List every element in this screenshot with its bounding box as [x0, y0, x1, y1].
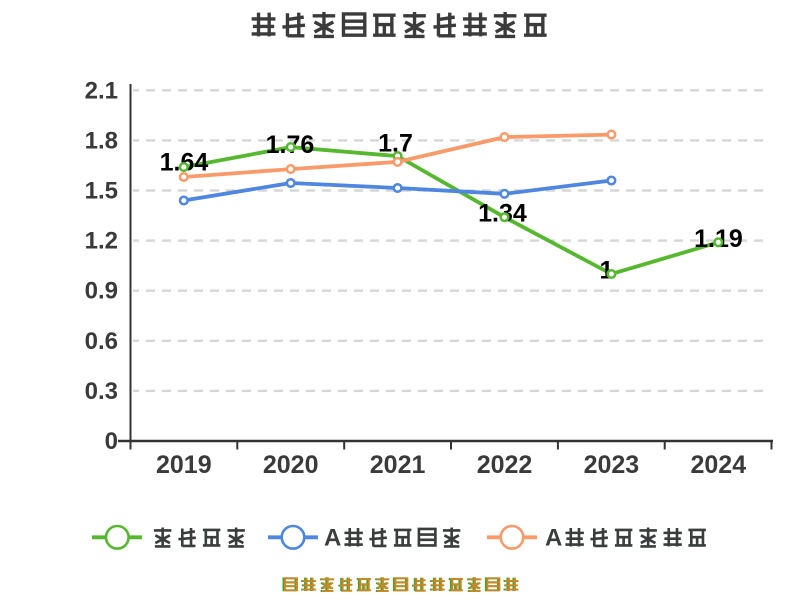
svg-text:2024: 2024 — [690, 451, 746, 479]
svg-text:2020: 2020 — [263, 451, 319, 479]
svg-text:0.6: 0.6 — [85, 328, 118, 355]
svg-text:2021: 2021 — [370, 451, 426, 479]
svg-text:0.3: 0.3 — [85, 378, 118, 405]
svg-text:A: A — [545, 525, 562, 552]
svg-text:0.9: 0.9 — [85, 278, 118, 305]
svg-text:0: 0 — [105, 428, 118, 455]
svg-text:2023: 2023 — [584, 451, 640, 479]
svg-text:2022: 2022 — [477, 451, 533, 479]
svg-text:1.5: 1.5 — [85, 178, 118, 205]
svg-text:A: A — [324, 525, 341, 552]
svg-text:1.8: 1.8 — [85, 127, 118, 154]
svg-text:1.2: 1.2 — [85, 228, 118, 255]
svg-text:2.1: 2.1 — [85, 77, 118, 104]
svg-text:2019: 2019 — [156, 451, 212, 479]
